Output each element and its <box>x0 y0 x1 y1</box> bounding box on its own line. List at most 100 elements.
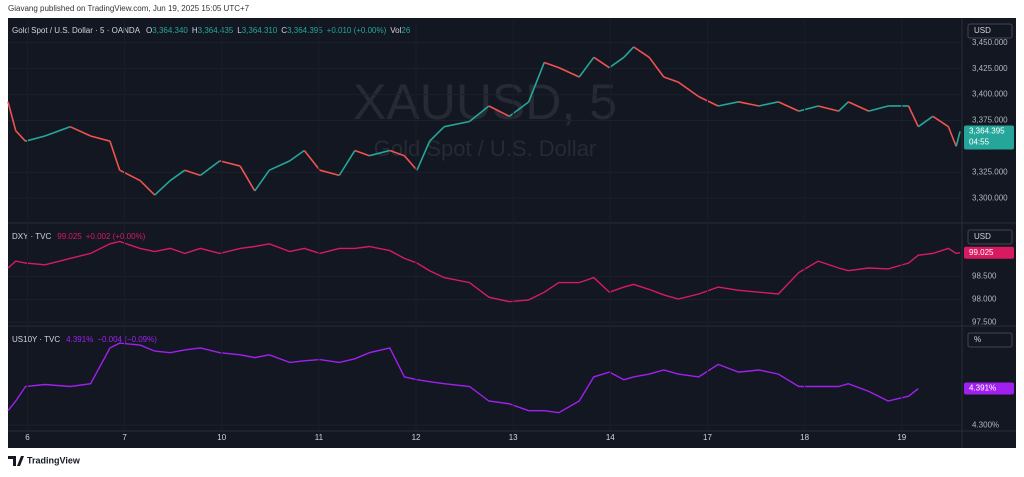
y-tick-label: 3,375.000 <box>972 116 1008 125</box>
y-tick-label: 3,300.000 <box>972 193 1008 202</box>
watermark-sub: Gold Spot / U.S. Dollar <box>374 136 597 161</box>
price-segment <box>947 126 957 147</box>
volume-label: Vol <box>390 26 401 35</box>
last-value: 4.391% <box>66 335 93 344</box>
y-tick-label: 3,325.000 <box>972 167 1008 176</box>
price-segment <box>109 140 121 171</box>
price-segment <box>633 46 650 58</box>
price-segment <box>818 105 839 112</box>
price-badge <box>964 125 1014 150</box>
price-segment <box>416 140 431 171</box>
bar-countdown: 04:55 <box>969 138 990 147</box>
price-segment <box>354 149 370 157</box>
ohlc-value: 3,364.395 <box>287 26 323 35</box>
watermark: XAUUSD, 5 <box>353 74 617 130</box>
x-tick-label: 10 <box>217 433 226 442</box>
price-segment <box>254 169 270 192</box>
change: −0.004 (−0.09%) <box>97 335 157 344</box>
price-segment <box>444 120 470 128</box>
x-tick-label: 11 <box>315 433 324 442</box>
ohlc-label: C <box>281 26 287 35</box>
price-segment <box>558 66 580 78</box>
scale-unit: USD <box>974 26 991 35</box>
series-line <box>7 342 919 414</box>
price-segment <box>623 46 635 58</box>
price-segment <box>403 155 418 171</box>
price-segment <box>169 169 186 182</box>
price-segment <box>508 101 530 117</box>
price-segment <box>663 76 679 83</box>
ohlc-value: 3,364.340 <box>152 26 188 35</box>
price-segment <box>907 105 920 128</box>
ohlc-value: 3,364.310 <box>242 26 278 35</box>
price-segment <box>488 105 510 118</box>
price-segment <box>578 56 595 78</box>
price-segment <box>543 61 560 69</box>
price-segment <box>677 81 700 98</box>
price-badge-label: 4.391% <box>969 384 996 393</box>
x-tick-label: 7 <box>122 433 127 442</box>
x-tick-label: 18 <box>800 433 809 442</box>
series-line <box>7 240 961 303</box>
series-name: Gold Spot / U.S. Dollar · 5 · OANDA <box>12 26 141 35</box>
brand-logo: TradingView <box>8 455 81 466</box>
pane-legend: US10Y · TVC 4.391% −0.004 (−0.09%) <box>12 335 157 344</box>
price-segment <box>527 62 546 103</box>
pane-legend: Gold Spot / U.S. Dollar · 5 · OANDA O3,36… <box>12 26 411 35</box>
scale-unit-box <box>967 229 1013 245</box>
price-segment <box>468 105 490 123</box>
last-value: 99.025 <box>57 232 82 241</box>
x-tick-label: 12 <box>412 433 421 442</box>
price-segment <box>932 115 949 128</box>
price-segment <box>15 130 27 142</box>
price-segment <box>848 101 870 112</box>
scale-unit-box <box>967 332 1013 348</box>
price-segment <box>90 135 111 142</box>
scale-unit: % <box>974 335 981 344</box>
change: +0.010 (+0.00%) <box>327 26 387 35</box>
price-segment <box>25 135 46 142</box>
scale-unit: USD <box>974 232 991 241</box>
price-segment <box>389 149 405 157</box>
y-tick-label: 98.500 <box>972 272 997 281</box>
price-segment <box>717 101 739 107</box>
price-segment <box>758 101 779 107</box>
price-segment <box>319 169 340 177</box>
price-segment <box>184 169 201 177</box>
x-tick-label: 13 <box>509 433 518 442</box>
ohlc-value: 3,364.435 <box>198 26 234 35</box>
price-segment <box>303 150 321 171</box>
chart-bg <box>8 18 1016 448</box>
price-segment <box>44 125 71 137</box>
price-segment <box>838 101 849 112</box>
series-name: DXY · TVC <box>12 232 51 241</box>
price-segment <box>429 126 445 142</box>
price-segment <box>608 56 625 69</box>
price-segment <box>69 125 91 137</box>
pane-legend: DXY · TVC 99.025 +0.002 (+0.00%) <box>12 232 146 241</box>
x-tick-label: 14 <box>606 433 615 442</box>
price-segment <box>268 160 291 171</box>
price-segment <box>199 160 221 177</box>
price-segment <box>698 95 719 107</box>
ohlc-label: H <box>192 26 198 35</box>
price-badge <box>964 382 1014 395</box>
y-tick-label: 3,450.000 <box>972 38 1008 47</box>
price-segment <box>239 165 256 192</box>
price-segment <box>289 149 305 162</box>
price-segment <box>338 150 356 176</box>
price-segment <box>917 115 934 128</box>
y-tick-label: 3,425.000 <box>972 64 1008 73</box>
y-tick-label: 3,400.000 <box>972 90 1008 99</box>
change: +0.002 (+0.00%) <box>86 232 146 241</box>
price-segment <box>648 56 665 78</box>
price-segment <box>868 105 889 112</box>
series-name: US10Y · TVC <box>12 335 60 344</box>
ohlc-label: L <box>237 26 242 35</box>
price-segment <box>593 56 610 69</box>
y-tick-label: 97.500 <box>972 317 997 326</box>
price-badge <box>964 246 1014 259</box>
brand-name: TradingView <box>27 455 81 465</box>
